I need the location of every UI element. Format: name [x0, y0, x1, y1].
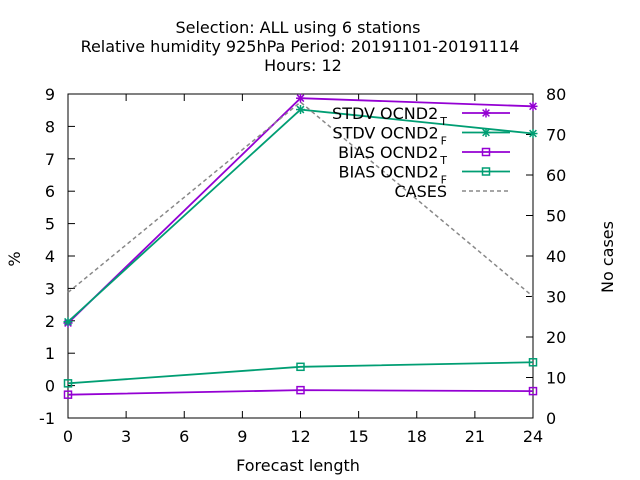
chart-title-line-1: Selection: ALL using 6 stations — [175, 18, 420, 37]
y2-tick-label: 40 — [546, 247, 566, 266]
x-tick-label: 6 — [179, 427, 189, 446]
series-point — [528, 358, 538, 367]
legend-label: STDV OCND2 F — [332, 124, 447, 148]
x-tick-label: 0 — [63, 427, 73, 446]
x-tick-label: 9 — [237, 427, 247, 446]
legend-label: STDV OCND2 T — [332, 104, 447, 128]
y-tick-label: 7 — [45, 150, 55, 169]
y2-tick-label: 30 — [546, 288, 566, 307]
y-tick-label: 5 — [45, 215, 55, 234]
series-line — [67, 389, 534, 396]
legend-label: BIAS OCND2 T — [338, 143, 447, 167]
x-tick-label: 24 — [523, 427, 543, 446]
series-point — [296, 93, 305, 103]
y2-tick-label: 70 — [546, 126, 566, 145]
series-5 — [67, 101, 534, 298]
y2-tick-label: 80 — [546, 85, 566, 104]
series-point — [63, 317, 73, 327]
y-tick-label: 4 — [45, 247, 55, 266]
legend-item: BIAS OCND2 F — [339, 163, 510, 187]
y-tick-label: 6 — [45, 182, 55, 201]
legend-label: BIAS OCND2 F — [339, 163, 447, 187]
legend-marker — [481, 147, 491, 157]
series-2 — [63, 105, 538, 327]
series-line — [67, 361, 534, 385]
chart-title-line-2: Relative humidity 925hPa Period: 2019110… — [81, 37, 520, 56]
y-tick-label: -1 — [39, 409, 55, 428]
x-tick-label: 12 — [290, 427, 310, 446]
series-line — [67, 101, 534, 298]
y2-tick-label: 20 — [546, 328, 566, 347]
x-tick-label: 21 — [465, 427, 485, 446]
series-point — [528, 386, 538, 396]
legend-item: STDV OCND2 T — [332, 104, 510, 128]
series-point — [296, 385, 305, 395]
y-tick-label: 9 — [45, 85, 55, 104]
series-1 — [63, 93, 538, 328]
y-tick-label: 2 — [45, 312, 55, 331]
series-point — [296, 105, 305, 115]
y-tick-label: 0 — [45, 377, 55, 396]
legend-marker — [481, 128, 491, 137]
y2-tick-label: 60 — [546, 166, 566, 185]
y-tick-label: 8 — [45, 117, 55, 136]
y2-tick-label: 10 — [546, 369, 566, 388]
ticks-group: 0 3 6 9 12 15 18 21 24-1012345678901020304050607… — [39, 85, 566, 446]
legend-item: STDV OCND2 F — [332, 124, 510, 148]
series-point — [63, 390, 73, 399]
series-point — [296, 362, 305, 372]
x-tick-label: 18 — [407, 427, 427, 446]
legend-item: CASES — [394, 182, 510, 201]
legend-marker — [481, 108, 491, 118]
chart-title-line-3: Hours: 12 — [264, 56, 342, 75]
x-tick-label: 3 — [121, 427, 131, 446]
legend-marker — [481, 167, 491, 176]
y2-axis-label: No cases — [598, 221, 617, 293]
legend-label: CASES — [394, 182, 447, 201]
y-tick-label: 1 — [45, 344, 55, 363]
x-tick-label: 15 — [348, 427, 368, 446]
series-group — [63, 93, 538, 399]
series-point — [528, 129, 538, 139]
y-tick-label: 3 — [45, 279, 55, 298]
series-3 — [63, 385, 538, 399]
y2-tick-label: 50 — [546, 207, 566, 226]
series-line — [67, 108, 534, 323]
series-point — [63, 379, 73, 388]
x-axis-label: Forecast length — [236, 456, 360, 475]
legend-item: BIAS OCND2 T — [338, 143, 510, 167]
series-point — [528, 101, 538, 111]
y-axis-label: % — [5, 251, 24, 266]
series-4 — [63, 358, 538, 388]
y2-tick-label: 0 — [546, 409, 556, 428]
